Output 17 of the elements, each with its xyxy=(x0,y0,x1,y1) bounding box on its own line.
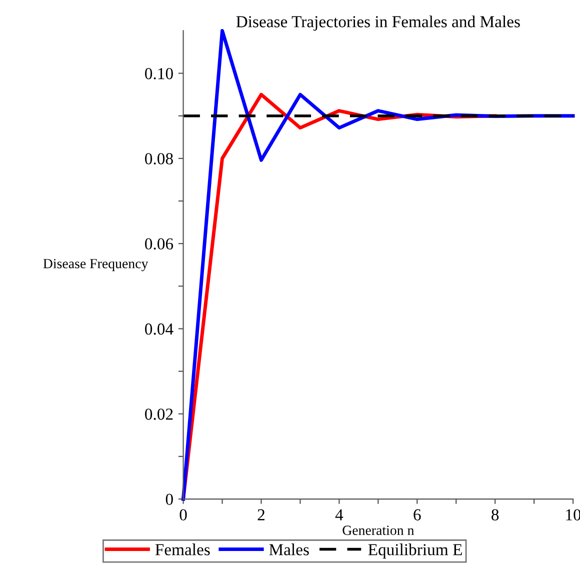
y-axis-title: Disease Frequency xyxy=(43,258,148,272)
chart-title: Disease Trajectories in Females and Males xyxy=(236,16,520,31)
x-axis-title: Generation n xyxy=(342,526,414,536)
legend-label: Males xyxy=(269,544,309,556)
x-tick-label: 0 xyxy=(180,509,187,520)
y-tick-label: 0 xyxy=(166,494,173,505)
y-tick-label: 0.04 xyxy=(145,323,174,335)
x-tick-label: 4 xyxy=(335,509,344,520)
y-tick-label: 0.10 xyxy=(145,68,173,80)
y-tick-label: 0.06 xyxy=(145,238,174,250)
legend-label: Females xyxy=(155,544,210,556)
y-tick-label: 0.02 xyxy=(145,408,173,420)
x-tick-label: 8 xyxy=(492,509,499,520)
y-tick-label: 0.08 xyxy=(145,153,173,164)
legend-label: Equilibrium E xyxy=(368,544,462,559)
x-tick-label: 2 xyxy=(258,509,264,520)
x-tick-label: 6 xyxy=(414,509,421,520)
